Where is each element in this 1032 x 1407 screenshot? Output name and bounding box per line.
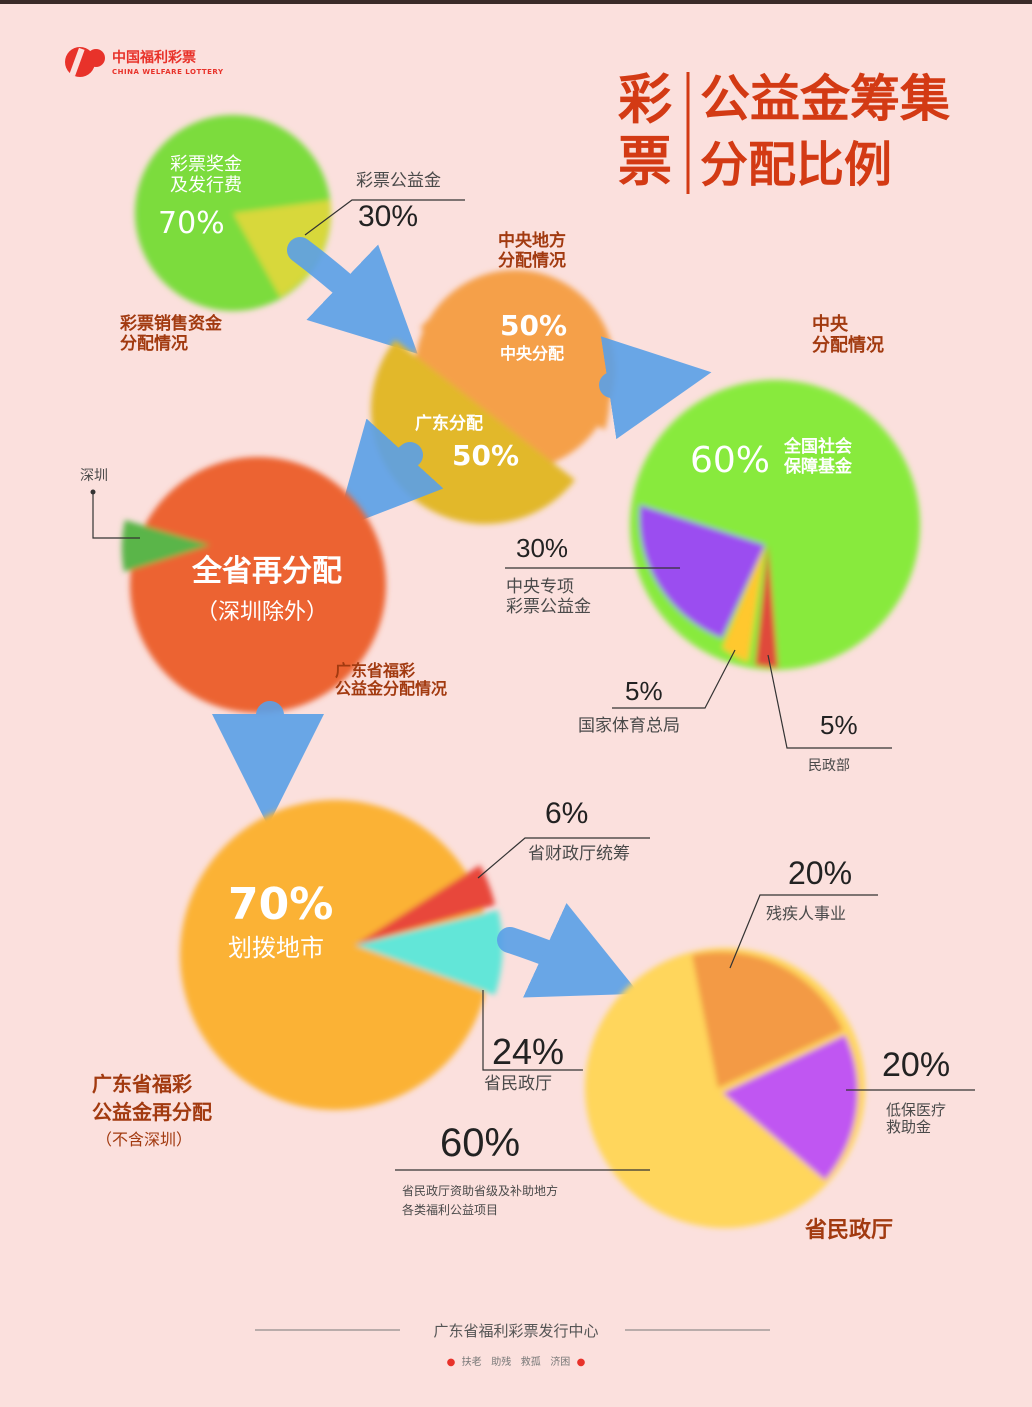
pie3-chart xyxy=(630,380,920,670)
pie1-inner-label: 彩票奖金 及发行费 xyxy=(170,154,242,196)
pie3-slice-central-special xyxy=(639,505,765,638)
pie3-slice-civil-affairs xyxy=(755,545,778,668)
pie3-yellow-pct: 5% xyxy=(625,676,663,706)
pie1-slice-pct: 30% xyxy=(358,200,419,233)
pie4-caption: 广东省福彩 公益金分配情况 xyxy=(335,661,448,699)
pie5-main-pct: 70% xyxy=(228,879,334,930)
pie1-caption: 彩票销售资金 分配情况 xyxy=(120,314,222,354)
pie5-red-label: 省财政厅统筹 xyxy=(528,844,630,864)
footer-tag-3: 救孤 xyxy=(520,1357,541,1368)
pie6-purple-pct: 20% xyxy=(882,1046,951,1084)
pie4-slice-shenzhen xyxy=(121,520,210,572)
pie6-orange-label: 残疾人事业 xyxy=(766,904,847,923)
arrow-2-icon xyxy=(599,336,712,440)
pie3-line-5a xyxy=(612,649,736,709)
pie6-yellow-pct: 60% xyxy=(440,1121,521,1165)
pie5-cyan-pct: 24% xyxy=(492,1031,565,1072)
pie2-bottom-label: 广东分配 xyxy=(415,414,483,434)
pie3-main-label: 全国社会 保障基金 xyxy=(784,437,852,477)
pie2-bottom-pct: 50% xyxy=(452,439,520,472)
pie1-slice-label: 彩票公益金 xyxy=(356,171,441,191)
pie2-top-pct: 50% xyxy=(500,309,568,342)
logo-mark-icon xyxy=(65,47,105,77)
arrow-5-icon xyxy=(497,903,640,998)
footer-tag-4: 济困 xyxy=(550,1357,571,1368)
pie5-caption-sub: （不含深圳） xyxy=(96,1130,193,1149)
arrow-3-icon xyxy=(335,418,444,531)
title-line1: 公益金筹集 xyxy=(700,69,950,128)
title-line2: 分配比例 xyxy=(700,137,893,193)
pie5-slice-civil xyxy=(355,910,503,995)
pie4-slice-province xyxy=(130,457,386,713)
pie4-callout-dot xyxy=(90,489,96,495)
pie6-yellow-label: 省民政厅资助省级及补助地方 各类福利公益项目 xyxy=(402,1184,559,1218)
pie6-line-20a xyxy=(729,894,878,969)
pie6-orange-pct: 20% xyxy=(788,855,853,891)
pie2-chart xyxy=(371,270,615,524)
pie1-inner-pct: 70% xyxy=(158,206,225,241)
pie5-line-24 xyxy=(482,990,583,1071)
pie5-main-label: 划拨地市 xyxy=(228,934,324,962)
logo-cn: 中国福利彩票 xyxy=(112,50,196,66)
logo-en: CHINA WELFARE LOTTERY xyxy=(112,68,224,76)
pie5-red-pct: 6% xyxy=(545,797,589,830)
pie1-callout-line xyxy=(304,199,465,236)
pie6-chart xyxy=(585,948,865,1228)
pie3-purple-pct: 30% xyxy=(516,533,569,563)
pie5-caption: 广东省福彩 公益金再分配 xyxy=(92,1072,212,1124)
pie6-purple-label: 低保医疗 救助金 xyxy=(886,1101,947,1137)
footer-tag-1: 扶老 xyxy=(461,1357,482,1368)
pie3-red-label: 民政部 xyxy=(808,758,850,774)
pie5-slice-cities xyxy=(180,800,490,1110)
pie5-cyan-label: 省民政厅 xyxy=(484,1074,552,1094)
pie1-slice-charity xyxy=(233,200,331,297)
pie3-line-5b xyxy=(767,654,892,749)
pie5-slice-finance xyxy=(355,865,495,945)
pie2-caption: 中央地方 分配情况 xyxy=(498,231,566,271)
pie6-slice-disabled xyxy=(692,951,843,1088)
pie4-sub: （深圳除外） xyxy=(196,600,329,625)
pie2-top-label: 中央分配 xyxy=(500,344,565,363)
title-side-2: 票 xyxy=(618,129,672,193)
pie3-purple-label: 中央专项 彩票公益金 xyxy=(506,577,591,617)
top-bar xyxy=(0,0,1032,4)
pie6-slice-medical xyxy=(723,1035,858,1180)
pie6-caption: 省民政厅 xyxy=(805,1218,894,1243)
pie4-callout-label: 深圳 xyxy=(80,468,108,484)
pie4-chart xyxy=(121,457,386,713)
pie3-red-pct: 5% xyxy=(820,710,858,740)
pie4-title: 全省再分配 xyxy=(192,554,342,589)
arrow-4-icon xyxy=(212,701,325,826)
footer-tags: ● 扶老 助残 救孤 济困 ● xyxy=(446,1357,586,1368)
pie3-main-pct: 60% xyxy=(690,440,771,481)
pie3-caption: 中央 分配情况 xyxy=(812,314,884,356)
title-side-1: 彩 xyxy=(618,67,672,131)
pie5-line-6 xyxy=(477,837,650,879)
pie3-yellow-label: 国家体育总局 xyxy=(578,716,680,736)
footer-org: 广东省福利彩票发行中心 xyxy=(433,1322,599,1340)
pie5-chart xyxy=(180,800,503,1110)
footer-tag-2: 助残 xyxy=(491,1357,512,1368)
pie3-slice-sports xyxy=(722,545,765,662)
arrow-1-icon xyxy=(287,237,418,354)
pie1-chart xyxy=(135,115,331,311)
pie4-callout-line xyxy=(92,492,140,539)
